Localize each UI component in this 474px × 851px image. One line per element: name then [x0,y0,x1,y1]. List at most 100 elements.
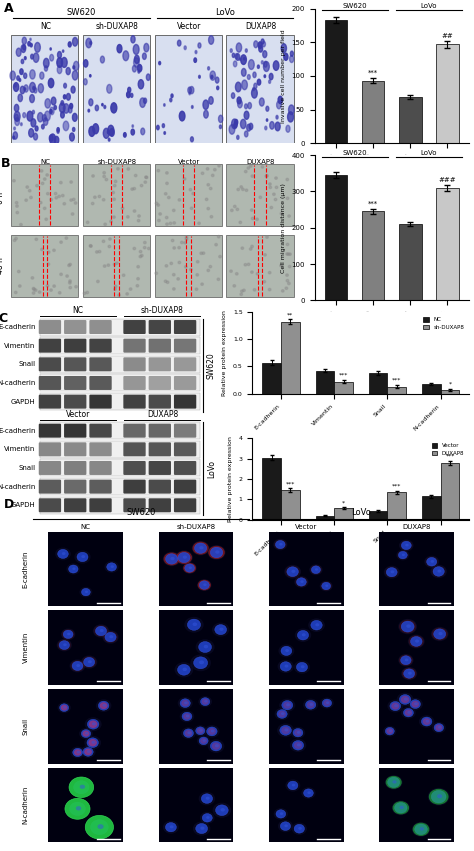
Ellipse shape [315,568,318,571]
Ellipse shape [288,781,298,790]
Ellipse shape [301,665,305,668]
Circle shape [141,128,145,134]
Ellipse shape [73,780,89,794]
Ellipse shape [174,662,193,677]
Ellipse shape [404,698,408,700]
Circle shape [96,251,98,254]
Circle shape [100,56,104,63]
Circle shape [18,271,20,272]
Circle shape [274,198,277,201]
Circle shape [202,252,205,254]
Ellipse shape [59,641,70,649]
Ellipse shape [409,636,424,648]
Text: NC: NC [40,21,51,31]
Circle shape [23,45,26,50]
Circle shape [263,281,265,283]
Circle shape [33,53,39,62]
Circle shape [257,65,259,68]
Circle shape [233,284,236,287]
Ellipse shape [215,551,219,554]
Ellipse shape [397,551,409,560]
Ellipse shape [185,730,192,736]
Circle shape [208,66,210,70]
Circle shape [18,285,21,288]
Circle shape [286,197,289,199]
Text: 48 h: 48 h [0,257,5,274]
Ellipse shape [274,708,290,720]
Ellipse shape [176,551,192,564]
Circle shape [254,83,257,89]
Circle shape [113,263,116,266]
Circle shape [50,54,54,61]
Ellipse shape [196,727,205,734]
FancyBboxPatch shape [90,424,112,437]
Circle shape [259,46,263,52]
Circle shape [237,135,239,140]
Text: Vector: Vector [177,21,201,31]
Circle shape [57,66,62,74]
Bar [436,44,458,143]
FancyBboxPatch shape [174,424,196,437]
Circle shape [133,248,136,249]
Text: ***: *** [392,483,401,488]
Circle shape [242,80,247,89]
Bar [40,374,201,391]
Circle shape [178,198,181,201]
Ellipse shape [273,808,288,820]
Ellipse shape [93,625,109,637]
Circle shape [248,60,254,70]
Circle shape [155,272,157,275]
Circle shape [189,188,192,191]
Circle shape [91,203,94,205]
Ellipse shape [191,654,211,671]
Ellipse shape [294,576,309,588]
Circle shape [181,241,183,243]
Circle shape [50,134,55,144]
Circle shape [30,94,35,103]
FancyBboxPatch shape [39,357,61,371]
Circle shape [114,288,116,290]
Circle shape [73,61,79,71]
Text: GAPDH: GAPDH [11,398,36,404]
Ellipse shape [208,545,225,559]
Circle shape [288,283,290,285]
Circle shape [201,172,204,174]
Circle shape [15,237,18,240]
Ellipse shape [403,708,413,717]
Ellipse shape [199,729,202,732]
Text: **: ** [287,312,293,317]
Ellipse shape [408,671,412,675]
Ellipse shape [84,749,92,755]
Circle shape [86,221,89,224]
Circle shape [251,271,253,273]
Circle shape [251,245,254,248]
Ellipse shape [199,642,211,653]
Circle shape [73,37,78,46]
Circle shape [144,43,149,52]
Bar [436,188,458,300]
FancyBboxPatch shape [64,339,86,352]
Ellipse shape [98,824,104,829]
Bar [40,422,201,439]
Circle shape [20,69,23,75]
Ellipse shape [63,630,73,638]
Ellipse shape [398,654,413,666]
Ellipse shape [310,565,322,574]
Circle shape [188,87,191,94]
Ellipse shape [294,742,302,749]
Ellipse shape [310,703,313,705]
Ellipse shape [396,550,410,561]
Ellipse shape [208,728,216,734]
Circle shape [144,181,146,183]
Text: *: * [448,381,452,386]
Circle shape [90,75,91,77]
Circle shape [140,185,143,187]
Circle shape [137,266,139,268]
Circle shape [33,87,35,89]
Circle shape [90,42,91,44]
Circle shape [73,198,75,201]
Ellipse shape [277,723,294,737]
Ellipse shape [184,617,204,632]
FancyBboxPatch shape [123,395,146,408]
FancyBboxPatch shape [149,376,171,390]
